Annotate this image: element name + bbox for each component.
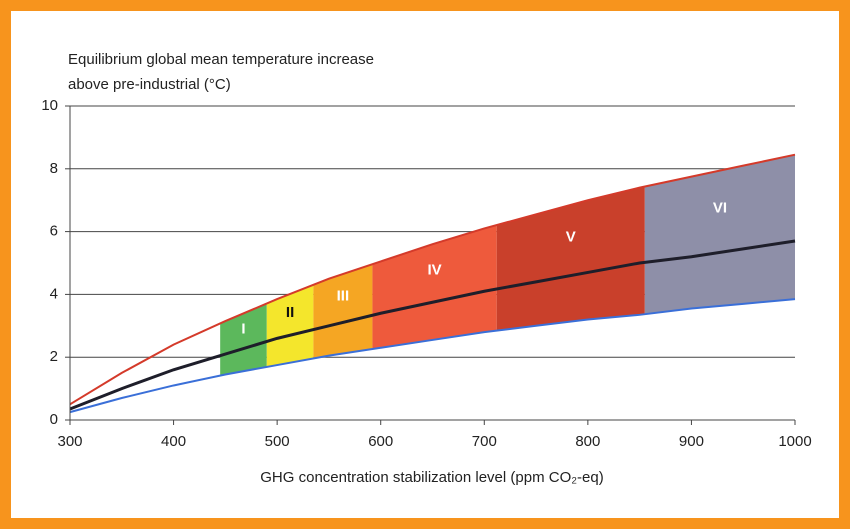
x-tick-label: 500 xyxy=(265,433,290,450)
region xyxy=(372,225,497,350)
y-tick-label: 4 xyxy=(50,285,58,302)
line xyxy=(69,153,796,406)
y-tick-label: 0 xyxy=(50,411,58,428)
region xyxy=(266,284,314,367)
x-tick-label: 900 xyxy=(679,433,704,450)
x-axis-label: GHG concentration stabilization level (p… xyxy=(260,469,603,486)
region-label: VI xyxy=(713,199,727,216)
y-tick-label: 10 xyxy=(41,97,58,114)
chart-title: above pre-industrial (°C) xyxy=(68,76,231,93)
y-tick-label: 6 xyxy=(50,223,58,240)
x-tick-label: 1000 xyxy=(778,433,811,450)
region xyxy=(313,264,373,359)
line xyxy=(69,239,796,411)
region-label: II xyxy=(286,304,294,321)
y-tick-label: 2 xyxy=(50,348,58,365)
chart-title: Equilibrium global mean temperature incr… xyxy=(68,51,374,68)
region-label: V xyxy=(566,229,576,246)
x-tick-label: 600 xyxy=(368,433,393,450)
x-tick-label: 400 xyxy=(161,433,186,450)
x-tick-label: 300 xyxy=(57,433,82,450)
line xyxy=(69,298,796,414)
x-tick-label: 800 xyxy=(575,433,600,450)
region xyxy=(644,154,795,315)
y-tick-label: 8 xyxy=(50,160,58,177)
region-label: I xyxy=(241,321,245,338)
region-label: IV xyxy=(427,261,441,278)
x-tick-label: 700 xyxy=(472,433,497,450)
region-label: III xyxy=(337,287,350,304)
region xyxy=(220,303,267,376)
region xyxy=(496,186,645,331)
